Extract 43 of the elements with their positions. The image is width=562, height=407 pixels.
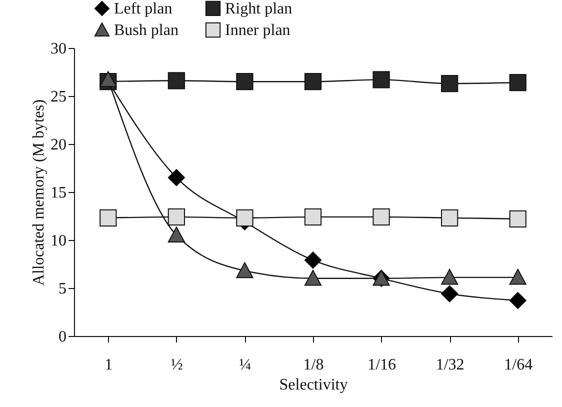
- x-tick-label: 1/16: [368, 356, 396, 374]
- point: [304, 270, 322, 286]
- x-tick-label: ½: [170, 356, 183, 374]
- legend-label: Bush plan: [114, 22, 178, 39]
- point: [441, 74, 458, 92]
- point: [372, 208, 390, 226]
- point: [236, 73, 254, 90]
- y-tick-label: 5: [58, 280, 66, 298]
- y-tick-label: 20: [50, 136, 66, 154]
- point: [304, 208, 322, 226]
- x-tick-label: 1/64: [504, 356, 533, 374]
- x-tick-label: 1/32: [436, 356, 464, 374]
- point: [304, 73, 322, 90]
- y-tick-label: 30: [50, 40, 66, 58]
- point: [509, 292, 526, 310]
- point: [168, 226, 185, 243]
- point: [441, 285, 458, 302]
- x-tick-label: 1/8: [303, 356, 324, 374]
- point: [236, 262, 254, 278]
- point: [441, 209, 458, 226]
- y-tick-label: 25: [50, 88, 66, 106]
- y-axis-title: Allocated memory (M bytes): [30, 99, 48, 286]
- point: [441, 268, 458, 285]
- x-tick-label: 1: [104, 356, 113, 374]
- point: [168, 169, 185, 186]
- point: [168, 208, 185, 226]
- point: [304, 252, 322, 269]
- point: [509, 210, 526, 228]
- point: [100, 71, 117, 88]
- point: [372, 71, 390, 88]
- point: [509, 74, 526, 92]
- x-tick-label: ¼: [239, 356, 252, 374]
- point: [168, 72, 185, 90]
- y-tick-label: 10: [50, 232, 66, 250]
- legend-label: Right plan: [225, 0, 292, 18]
- x-axis-title: Selectivity: [279, 376, 348, 394]
- legend-label: Inner plan: [225, 22, 290, 39]
- legend-label: Left plan: [114, 0, 172, 18]
- point: [509, 268, 526, 285]
- point: [100, 209, 117, 226]
- y-tick-label: 0: [58, 328, 66, 346]
- y-tick-label: 15: [50, 184, 66, 202]
- point: [236, 209, 254, 226]
